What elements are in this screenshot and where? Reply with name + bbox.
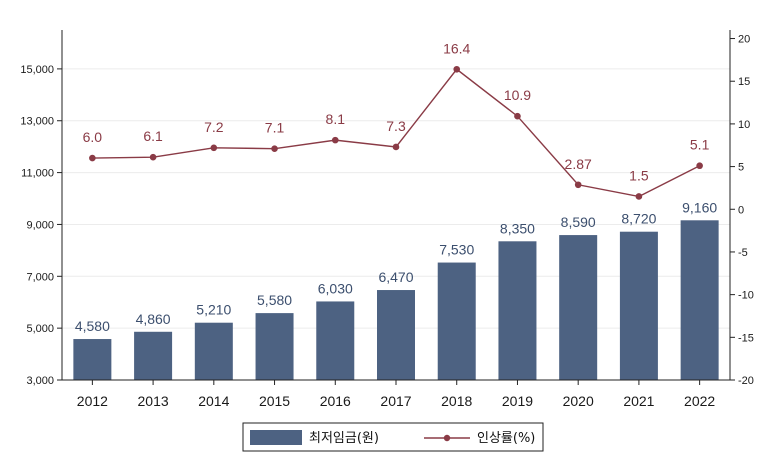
data-labels: 4,580 4,860 5,210 5,580 6,030 6,470 7,530 8,350… (75, 40, 718, 334)
y-left-tick-label-5: 13,000 (20, 116, 54, 128)
bar-2022 (680, 220, 719, 380)
line-value-label-2020: 2.87 (565, 156, 592, 172)
line-point-2012 (89, 154, 96, 162)
bar-2014 (194, 322, 233, 380)
y-right-tick-label-5: 5 (738, 162, 744, 174)
legend-bar-label: 최저임금(원) (309, 431, 379, 446)
bar-2013 (134, 331, 173, 380)
bar-2015 (255, 313, 294, 380)
x-tick-label-2020: 2020 (563, 393, 594, 409)
legend-bar-swatch (250, 430, 302, 445)
bar-2017 (377, 290, 415, 380)
line-value-label-2015: 7.1 (265, 120, 285, 136)
y-right-tick-label-2: -10 (738, 290, 754, 302)
line-point-2019 (514, 112, 521, 120)
x-tick-label-2018: 2018 (441, 393, 472, 409)
line-point-2020 (574, 181, 582, 189)
bar-value-label-2018: 7,530 (439, 242, 474, 258)
y-right-tick-label-7: 15 (738, 76, 750, 88)
line-value-label-2014: 7.2 (204, 119, 224, 135)
bar-value-label-2022: 9,160 (682, 199, 717, 215)
line-point-2022 (696, 162, 703, 170)
x-tick-label-2015: 2015 (259, 393, 290, 409)
x-tick-label-2016: 2016 (320, 393, 351, 409)
line-point-2017 (392, 143, 400, 151)
line-point-2013 (149, 153, 157, 161)
bar-2020 (559, 235, 598, 380)
line-point-2014 (210, 144, 218, 152)
y-left-tick-label-6: 15,000 (20, 64, 54, 76)
x-tick-label-2022: 2022 (684, 393, 715, 409)
bar-value-label-2020: 8,590 (561, 214, 596, 230)
line-point-2016 (331, 136, 339, 144)
line-point-2021 (635, 193, 643, 200)
bar-value-label-2015: 5,580 (257, 292, 292, 308)
line-series (89, 65, 703, 200)
x-tick-label-2017: 2017 (380, 393, 411, 409)
axes: 3,000 5,000 7,000 9,000 11,000 13,000 15,000 -2… (20, 30, 754, 409)
bar-value-label-2014: 5,210 (196, 302, 231, 318)
line-value-label-2016: 8.1 (326, 111, 346, 127)
y-right-tick-label-8: 20 (738, 34, 750, 46)
bar-value-label-2017: 6,470 (378, 269, 413, 285)
x-tick-label-2012: 2012 (77, 393, 108, 409)
legend-line-label: 인상률(%) (477, 431, 535, 446)
bar-2019 (498, 241, 537, 380)
line-value-label-2013: 6.1 (143, 128, 163, 144)
y-right-tick-label-4: 0 (738, 204, 744, 216)
legend: 최저임금(원) 인상률(%) (242, 422, 544, 452)
line-value-label-2021: 1.5 (629, 167, 649, 183)
bar-value-label-2012: 4,580 (75, 318, 110, 334)
bar-value-label-2021: 8,720 (621, 211, 656, 227)
line-point-2018 (453, 65, 461, 73)
y-right-tick-label-6: 10 (738, 119, 750, 131)
x-tick-label-2014: 2014 (198, 393, 229, 409)
y-left-tick-label-2: 7,000 (26, 271, 54, 283)
bar-series (73, 220, 719, 380)
bar-value-label-2013: 4,860 (136, 311, 171, 327)
x-tick-label-2019: 2019 (502, 393, 533, 409)
line-value-label-2019: 10.9 (504, 87, 531, 103)
line-point-2015 (271, 145, 278, 152)
line-value-label-2012: 6.0 (83, 129, 103, 145)
y-right-tick-label-3: -5 (738, 247, 748, 259)
y-left-tick-label-0: 3,000 (26, 375, 54, 387)
y-right-tick-label-1: -15 (738, 332, 754, 344)
line-value-label-2017: 7.3 (386, 118, 406, 134)
bar-value-label-2019: 8,350 (500, 220, 535, 236)
y-left-tick-label-3: 9,000 (26, 219, 54, 231)
y-left-tick-label-4: 11,000 (21, 168, 54, 180)
bar-2016 (316, 301, 355, 380)
bar-2018 (437, 262, 476, 380)
bar-2021 (619, 231, 658, 380)
line-value-label-2022: 5.1 (690, 137, 710, 153)
gridlines (62, 68, 730, 381)
y-left-tick-label-1: 5,000 (26, 323, 54, 335)
x-tick-label-2013: 2013 (138, 393, 169, 409)
x-tick-label-2021: 2021 (623, 393, 654, 409)
y-right-tick-label-0: -20 (738, 375, 754, 387)
line-value-label-2018: 16.4 (443, 40, 470, 56)
bar-2012 (73, 339, 112, 380)
bar-value-label-2016: 6,030 (318, 280, 353, 296)
legend-line-marker (443, 434, 451, 442)
